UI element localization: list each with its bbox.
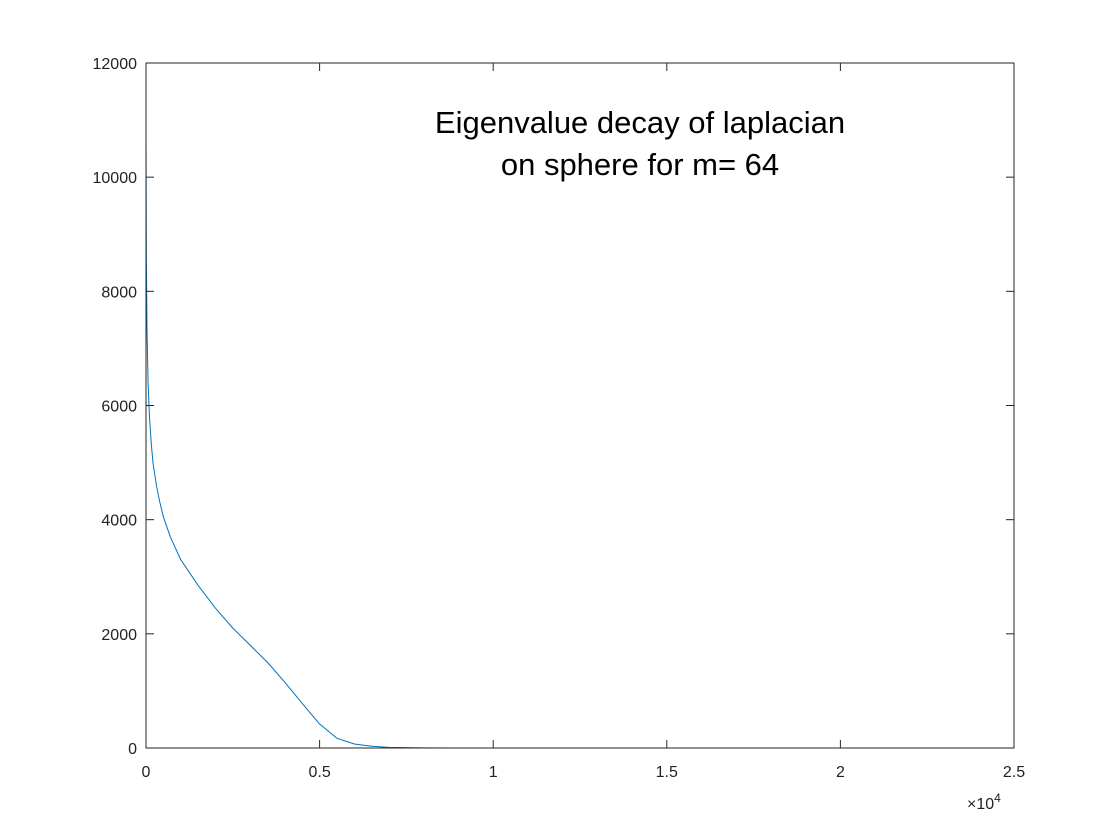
x-tick-label: 0.5 bbox=[308, 764, 330, 781]
x-exponent-base: ×10 bbox=[967, 796, 994, 813]
y-tick-label: 10000 bbox=[93, 170, 138, 187]
plot-area bbox=[146, 63, 1014, 748]
y-tick-label: 4000 bbox=[101, 513, 137, 530]
chart-annotation-line-2: on sphere for m= 64 bbox=[501, 147, 779, 182]
tick-layer: 0 0.5 1 1.5 2 2.5 0 2000 4000 6000 8000 10000 12000 bbox=[93, 56, 1026, 781]
x-exponent-label: ×104 bbox=[967, 791, 1001, 813]
x-tick-label: 1.5 bbox=[656, 764, 678, 781]
y-tick-label: 0 bbox=[128, 741, 137, 758]
y-tick-label: 6000 bbox=[101, 399, 137, 416]
x-tick-label: 2 bbox=[836, 764, 845, 781]
x-tick-label: 0 bbox=[142, 764, 151, 781]
y-tick-label: 12000 bbox=[93, 56, 138, 73]
chart-annotation-line-1: Eigenvalue decay of laplacian bbox=[435, 105, 845, 140]
x-tick-label: 2.5 bbox=[1003, 764, 1025, 781]
y-tick-label: 8000 bbox=[101, 284, 137, 301]
x-exponent-power: 4 bbox=[994, 791, 1001, 805]
x-tick-label: 1 bbox=[489, 764, 498, 781]
y-tick-label: 2000 bbox=[101, 627, 137, 644]
